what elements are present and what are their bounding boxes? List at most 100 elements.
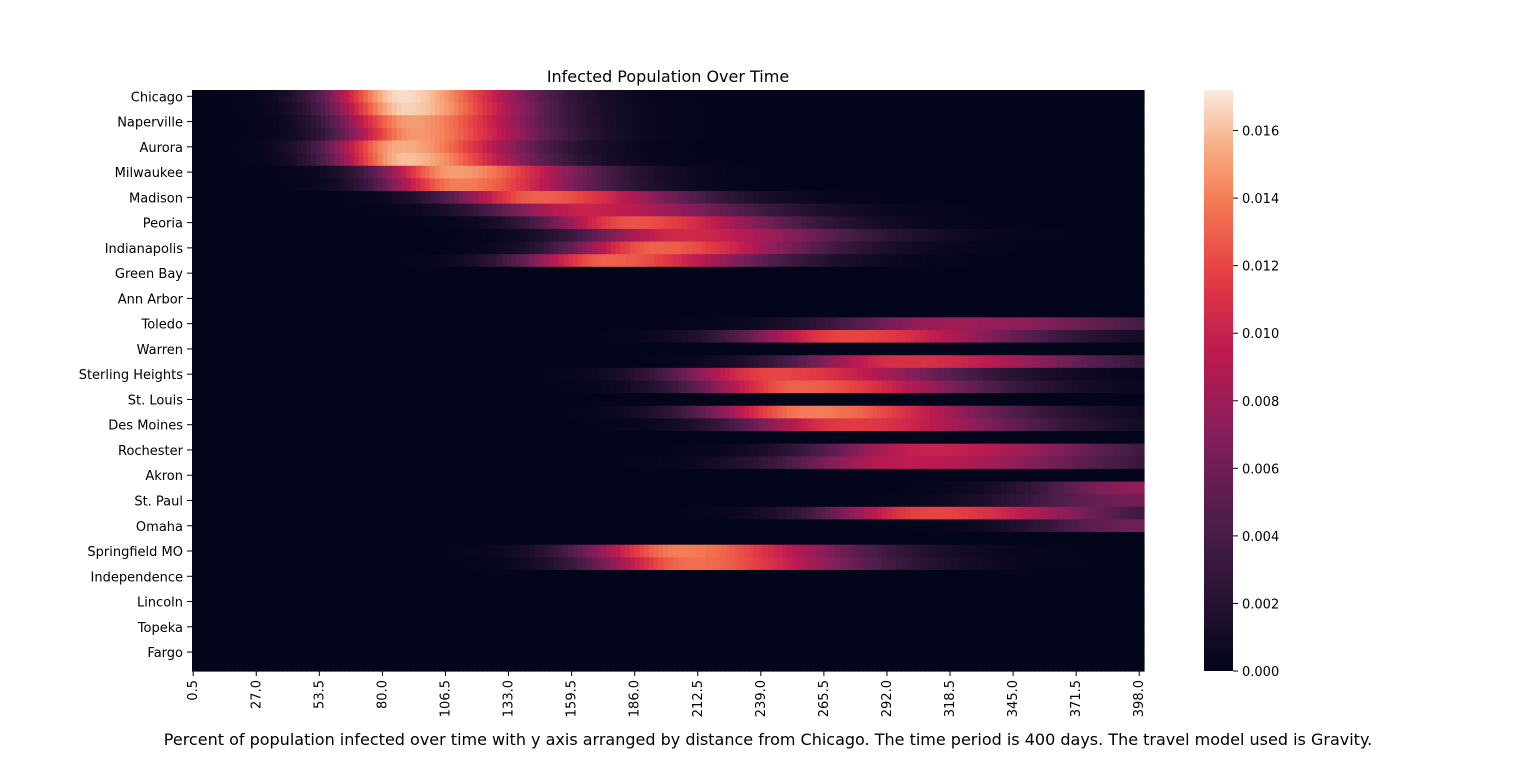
- heatmap-cell: [344, 304, 350, 318]
- heatmap-cell: [239, 140, 245, 154]
- heatmap-cell: [539, 102, 545, 116]
- heatmap-cell: [748, 317, 755, 331]
- heatmap-cell: [963, 393, 969, 407]
- heatmap-cell: [215, 102, 222, 116]
- heatmap-cell: [1129, 279, 1136, 293]
- heatmap-cell: [601, 191, 607, 205]
- heatmap-cell: [691, 292, 698, 306]
- heatmap-cell: [658, 228, 664, 243]
- heatmap-cell: [753, 228, 760, 243]
- heatmap-cell: [563, 102, 569, 116]
- heatmap-cell: [677, 393, 683, 407]
- heatmap-cell: [491, 165, 498, 180]
- heatmap-cell: [896, 102, 902, 116]
- heatmap-cell: [967, 140, 974, 154]
- heatmap-cell: [477, 317, 483, 331]
- heatmap-cell: [1029, 216, 1036, 230]
- heatmap-cell: [211, 115, 217, 129]
- heatmap-cell: [796, 115, 802, 129]
- heatmap-cell: [487, 355, 493, 369]
- heatmap-cell: [425, 127, 431, 142]
- heatmap-cell: [696, 178, 702, 192]
- heatmap-cell: [691, 115, 698, 129]
- heatmap-cell: [658, 127, 664, 142]
- heatmap-cell: [920, 393, 926, 407]
- heatmap-cell: [982, 191, 988, 205]
- heatmap-cell: [396, 393, 403, 407]
- heatmap-cell: [225, 367, 231, 382]
- heatmap-cell: [539, 355, 545, 369]
- heatmap-cell: [706, 342, 712, 356]
- heatmap-cell: [1139, 191, 1145, 205]
- heatmap-cell: [668, 140, 674, 154]
- heatmap-cell: [468, 292, 474, 306]
- heatmap-cell: [829, 393, 836, 407]
- heatmap-cell: [344, 266, 350, 281]
- heatmap-cell: [563, 90, 569, 104]
- heatmap-cell: [801, 317, 807, 331]
- heatmap-cell: [610, 367, 617, 382]
- heatmap-cell: [1134, 203, 1140, 217]
- heatmap-cell: [1086, 203, 1093, 217]
- heatmap-cell: [848, 228, 855, 243]
- heatmap-cell: [1063, 317, 1069, 331]
- heatmap-cell: [601, 216, 607, 230]
- heatmap-cell: [206, 178, 212, 192]
- heatmap-cell: [230, 279, 236, 293]
- heatmap-cell: [682, 153, 688, 167]
- heatmap-cell: [639, 165, 645, 180]
- heatmap-cell: [1101, 228, 1107, 243]
- heatmap-cell: [882, 127, 888, 142]
- heatmap-cell: [1025, 102, 1031, 116]
- heatmap-cell: [982, 115, 988, 129]
- heatmap-cell: [325, 355, 331, 369]
- heatmap-cell: [415, 279, 422, 293]
- heatmap-cell: [782, 367, 788, 382]
- heatmap-cell: [967, 241, 974, 255]
- heatmap-cell: [734, 102, 740, 116]
- heatmap-cell: [1115, 393, 1121, 407]
- heatmap-cell: [972, 317, 978, 331]
- heatmap-cell: [582, 279, 588, 293]
- heatmap-cell: [272, 266, 279, 281]
- heatmap-cell: [715, 380, 721, 394]
- heatmap-cell: [639, 90, 645, 104]
- heatmap-cell: [801, 292, 807, 306]
- heatmap-cell: [387, 140, 393, 154]
- heatmap-cell: [668, 191, 674, 205]
- heatmap-cell: [782, 140, 788, 154]
- heatmap-cell: [806, 127, 812, 142]
- heatmap-cell: [196, 393, 203, 407]
- heatmap-cell: [825, 342, 831, 356]
- heatmap-cell: [377, 380, 383, 394]
- heatmap-cell: [506, 191, 512, 205]
- heatmap-cell: [820, 228, 826, 243]
- heatmap-cell: [653, 140, 660, 154]
- heatmap-cell: [553, 254, 560, 268]
- heatmap-cell: [220, 393, 226, 407]
- heatmap-cell: [734, 153, 740, 167]
- heatmap-cell: [939, 393, 945, 407]
- heatmap-cell: [1086, 329, 1093, 344]
- heatmap-cell: [777, 165, 783, 180]
- heatmap-cell: [739, 279, 745, 293]
- heatmap-cell: [430, 355, 436, 369]
- heatmap-cell: [872, 127, 879, 142]
- heatmap-cell: [458, 178, 464, 192]
- heatmap-cell: [458, 266, 464, 281]
- heatmap-cell: [339, 127, 345, 142]
- heatmap-cell: [201, 380, 207, 394]
- heatmap-cell: [653, 393, 660, 407]
- heatmap-cell: [287, 178, 293, 192]
- heatmap-cell: [544, 228, 550, 243]
- heatmap-cell: [520, 153, 526, 167]
- heatmap-cell: [263, 254, 269, 268]
- heatmap-cell: [839, 203, 845, 217]
- heatmap-cell: [482, 279, 488, 293]
- heatmap-cell: [529, 304, 536, 318]
- heatmap-cell: [758, 317, 764, 331]
- heatmap-cell: [896, 140, 902, 154]
- heatmap-cell: [953, 178, 959, 192]
- heatmap-cell: [810, 153, 817, 167]
- heatmap-cell: [277, 115, 284, 129]
